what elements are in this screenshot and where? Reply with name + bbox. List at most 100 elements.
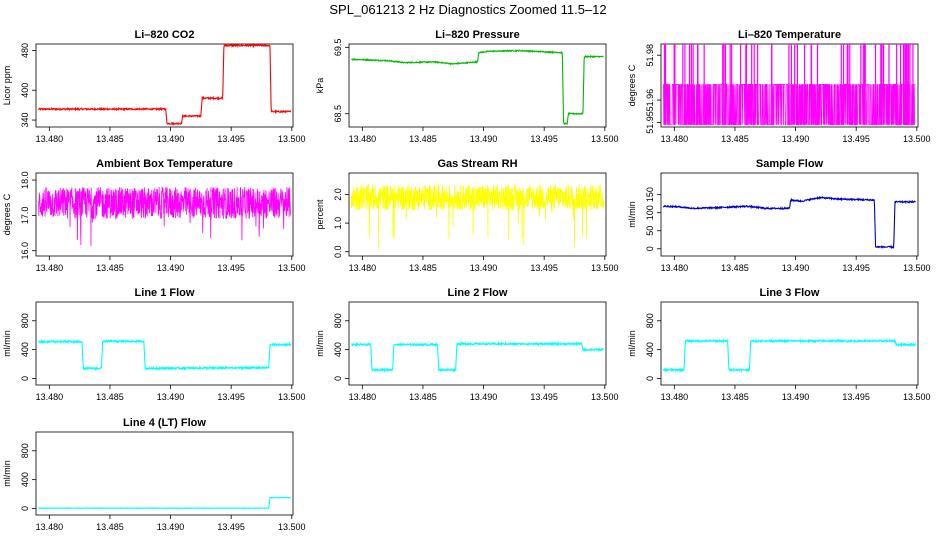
y-tick-label: 400 [20,342,30,357]
x-tick-label: 13.485 [409,134,437,144]
plot-frame [660,172,919,257]
plot-title: Ambient Box Temperature [96,158,233,170]
y-tick-label: 0 [20,506,30,511]
plot-panel-7: Line 1 Flow ml/min 13.480 13.485 13.490 13.49… [2,287,306,402]
y-tick-label: 150 [645,187,655,202]
x-tick-label: 13.490 [157,134,185,144]
plot-panel-3: Li–820 Temperature degrees C 13.480 13.485 1… [627,29,931,144]
page-title: SPL_061213 2 Hz Diagnostics Zoomed 11.5–… [329,2,607,17]
y-axis-label: ml/min [627,201,637,228]
y-axis-label: ml/min [2,330,12,357]
x-tick-label: 13.500 [591,134,619,144]
x-tick-label: 13.495 [842,263,870,273]
x-tick-label: 13.495 [842,134,870,144]
series-line [351,183,604,250]
y-tick-label: 100 [645,205,655,220]
plot-title: Gas Stream RH [437,158,517,170]
x-tick-label: 13.495 [217,263,245,273]
x-tick-label: 13.500 [591,392,619,402]
plot-panel-1: Li–820 CO2 Licor ppm 13.480 13.485 13.490 13.… [2,29,306,144]
x-tick-label: 13.500 [278,522,306,532]
x-tick-label: 13.490 [782,392,810,402]
x-tick-label: 13.480 [661,392,689,402]
y-tick-label: 16.0 [20,242,30,260]
y-axis-label: kPa [315,78,325,94]
plot-title: Li–820 Temperature [738,29,841,41]
x-tick-label: 13.485 [96,522,124,532]
x-tick-label: 13.490 [782,134,810,144]
y-tick-label: 51.95 [645,111,655,134]
y-tick-label: 0 [645,246,655,251]
x-tick-label: 13.500 [903,134,931,144]
y-tick-label: 68.5 [333,105,343,123]
x-tick-label: 13.490 [470,392,498,402]
x-tick-label: 13.480 [349,392,377,402]
plot-frame [660,301,919,386]
y-tick-label: 480 [20,43,30,58]
plot-title: Line 3 Flow [760,287,820,299]
series-line [37,338,292,371]
y-tick-label: 400 [20,83,30,98]
x-tick-label: 13.480 [661,134,689,144]
plot-title: Line 4 (LT) Flow [123,417,206,429]
x-tick-label: 13.485 [721,263,749,273]
plot-frame [348,43,607,128]
plot-panel-5: Gas Stream RH percent 13.480 13.485 13.490 13… [315,158,619,273]
plot-frame [35,301,294,386]
x-tick-label: 13.485 [721,134,749,144]
x-tick-label: 13.495 [530,263,558,273]
y-tick-label: 69.5 [333,39,343,57]
y-axis-label: ml/min [315,330,325,357]
series-line [351,341,604,373]
x-tick-label: 13.500 [591,263,619,273]
x-tick-label: 13.490 [157,522,185,532]
y-tick-label: 400 [20,472,30,487]
x-tick-label: 13.480 [36,134,64,144]
plot-title: Li–820 CO2 [135,29,195,41]
plot-title: Line 2 Flow [448,287,508,299]
y-tick-label: 800 [20,443,30,458]
y-axis-label: ml/min [627,330,637,357]
x-tick-label: 13.485 [96,392,124,402]
plot-frame [35,431,294,516]
x-tick-label: 13.485 [96,134,124,144]
x-tick-label: 13.490 [470,263,498,273]
y-tick-label: 340 [20,113,30,128]
y-tick-label: 800 [333,313,343,328]
x-tick-label: 13.485 [409,263,437,273]
y-tick-label: 1.0 [333,217,343,230]
plot-panel-6: Sample Flow ml/min 13.480 13.485 13.490 13.49… [627,158,931,273]
y-axis-label: ml/min [2,460,12,487]
x-tick-label: 13.490 [157,392,185,402]
x-tick-label: 13.485 [721,392,749,402]
x-tick-label: 13.480 [36,263,64,273]
series-line [38,496,291,510]
x-tick-label: 13.480 [36,522,64,532]
x-tick-label: 13.490 [782,263,810,273]
y-tick-label: 2.0 [333,188,343,201]
x-tick-label: 13.480 [36,392,64,402]
plot-frame [35,43,294,128]
y-tick-label: 0 [645,376,655,381]
x-tick-label: 13.490 [157,263,185,273]
x-tick-label: 13.485 [96,263,124,273]
y-tick-label: 18.0 [20,171,30,189]
y-tick-label: 800 [645,313,655,328]
y-tick-label: 51.96 [645,89,655,112]
plot-panel-10: Line 4 (LT) Flow ml/min 13.480 13.485 13.490… [2,417,306,532]
x-tick-label: 13.500 [903,263,931,273]
x-tick-label: 13.480 [661,263,689,273]
y-tick-label: 0.0 [333,245,343,258]
x-tick-label: 13.495 [842,392,870,402]
y-tick-label: 800 [20,313,30,328]
x-tick-label: 13.500 [278,392,306,402]
y-tick-label: 0 [20,376,30,381]
y-axis-label: percent [315,199,325,230]
plot-panel-8: Line 2 Flow ml/min 13.480 13.485 13.490 13.49… [315,287,619,402]
series-line [37,42,292,126]
series-line [38,186,291,246]
x-tick-label: 13.500 [278,134,306,144]
y-tick-label: 17.0 [20,207,30,225]
x-tick-label: 13.495 [217,134,245,144]
y-tick-label: 0 [333,376,343,381]
